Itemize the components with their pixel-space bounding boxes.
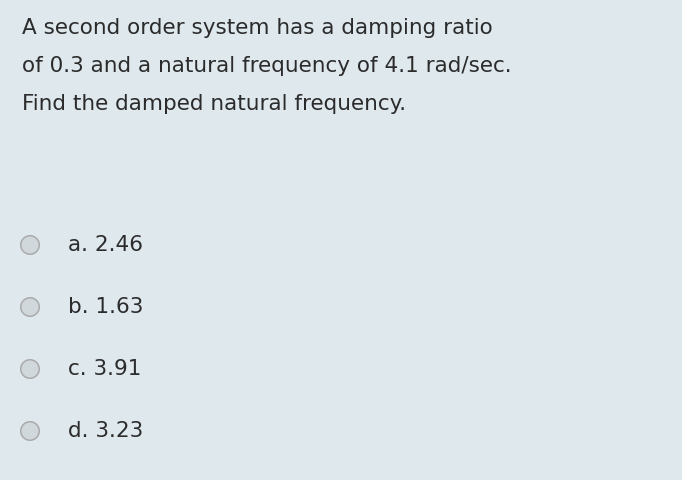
Circle shape — [20, 235, 40, 255]
Circle shape — [22, 299, 38, 315]
Circle shape — [22, 422, 38, 440]
Circle shape — [20, 421, 40, 441]
Circle shape — [22, 360, 38, 377]
Circle shape — [20, 297, 40, 317]
Text: A second order system has a damping ratio: A second order system has a damping rati… — [22, 18, 493, 38]
Text: a. 2.46: a. 2.46 — [68, 235, 143, 255]
Text: of 0.3 and a natural frequency of 4.1 rad/sec.: of 0.3 and a natural frequency of 4.1 ra… — [22, 56, 512, 76]
Text: c. 3.91: c. 3.91 — [68, 359, 141, 379]
Text: b. 1.63: b. 1.63 — [68, 297, 143, 317]
Text: Find the damped natural frequency.: Find the damped natural frequency. — [22, 94, 406, 114]
Text: d. 3.23: d. 3.23 — [68, 421, 143, 441]
Circle shape — [22, 237, 38, 253]
Circle shape — [20, 359, 40, 379]
